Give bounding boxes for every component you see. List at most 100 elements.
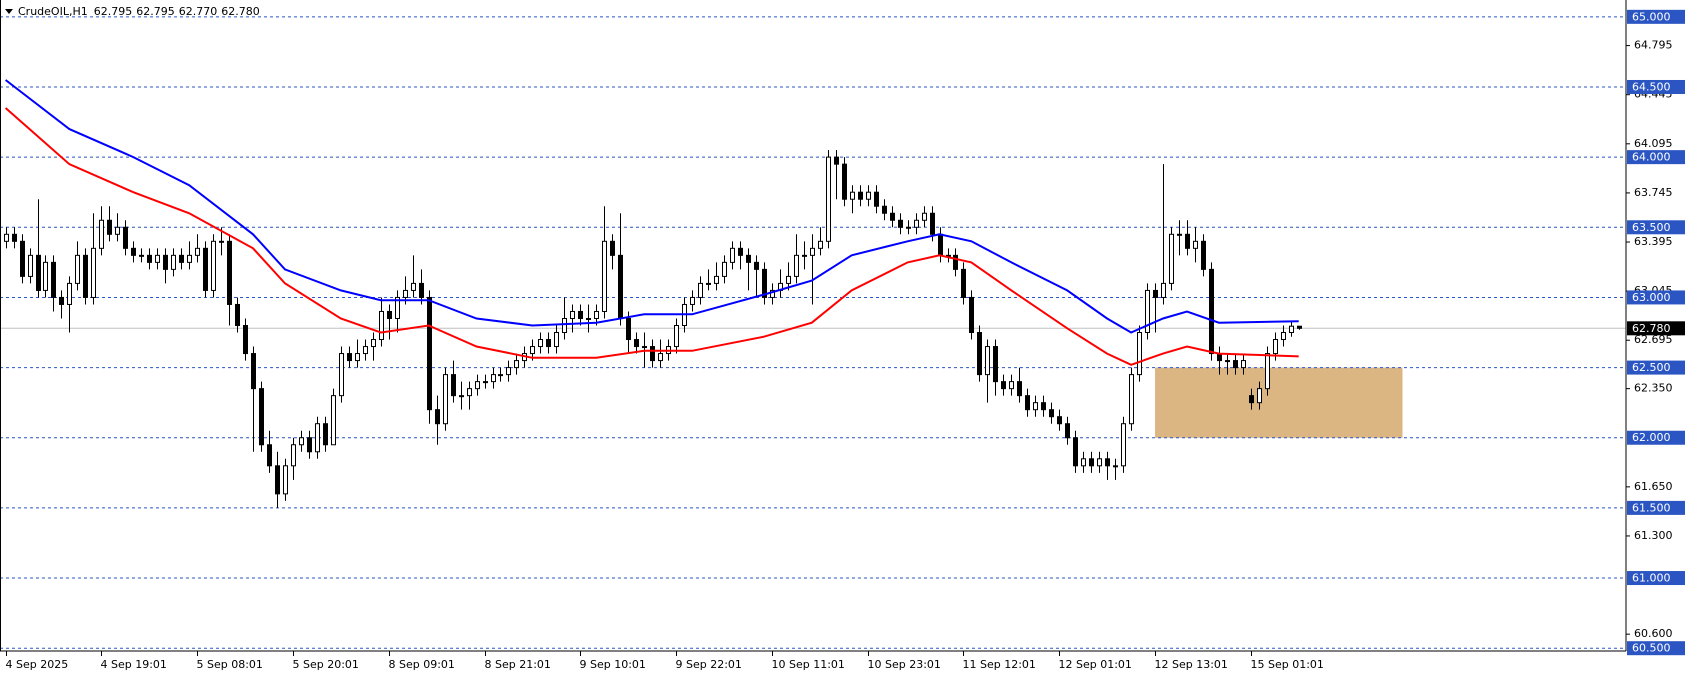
candle-body xyxy=(491,374,496,383)
header: CrudeOIL,H1 62.795 62.795 62.770 62.780 xyxy=(18,5,260,18)
candle-body xyxy=(674,325,679,348)
candle-body xyxy=(1233,360,1238,369)
candle-body xyxy=(1041,402,1046,411)
candle-body xyxy=(906,226,911,229)
candle-body xyxy=(1009,381,1014,390)
candle-body xyxy=(874,191,879,207)
candle-body xyxy=(985,346,990,376)
candle-body xyxy=(594,310,599,319)
candle-body xyxy=(794,254,799,277)
candle-body xyxy=(866,191,871,200)
x-tick-label: 10 Sep 11:01 xyxy=(772,658,845,671)
candle-body xyxy=(107,219,112,235)
candle-body xyxy=(387,310,392,319)
candle-body xyxy=(554,332,559,348)
candle-body xyxy=(1297,325,1302,329)
candle-body xyxy=(1209,268,1214,355)
y-tick-label: 64.795 xyxy=(1634,39,1673,52)
x-tick-label: 15 Sep 01:01 xyxy=(1251,658,1324,671)
candle-body xyxy=(1033,402,1038,411)
candle-body xyxy=(91,247,96,298)
candle-body xyxy=(475,381,480,390)
candle-body xyxy=(1049,409,1054,418)
candle-body xyxy=(99,219,104,249)
level-label: 65.000 xyxy=(1632,10,1671,23)
candle-body xyxy=(690,296,695,305)
candle-body xyxy=(203,247,208,291)
level-label-box xyxy=(1627,290,1685,305)
symbol: CrudeOIL,H1 xyxy=(18,5,88,18)
level-label: 62.500 xyxy=(1632,361,1671,374)
candle-body xyxy=(1249,395,1254,404)
header-close: 62.780 xyxy=(221,5,260,18)
candle-body xyxy=(938,233,943,256)
candle-body xyxy=(538,339,543,348)
candle-body xyxy=(634,339,639,348)
candle-body xyxy=(443,374,448,425)
candle-body xyxy=(219,240,224,243)
candle-body xyxy=(459,395,464,398)
candle-body xyxy=(243,325,248,355)
price-label: 62.780 xyxy=(1632,322,1671,335)
candle-body xyxy=(283,465,288,495)
candle-body xyxy=(1017,381,1022,397)
candle-body xyxy=(1105,458,1110,467)
y-tick-label: 60.600 xyxy=(1634,627,1673,640)
candle-body xyxy=(1057,416,1062,425)
candle-body xyxy=(730,247,735,263)
candle-body xyxy=(1001,381,1006,390)
candle-body xyxy=(179,254,184,263)
candle-body xyxy=(754,261,759,270)
candle-body xyxy=(714,275,719,284)
candle-body xyxy=(738,247,743,256)
candle-body xyxy=(427,296,432,411)
x-tick-label: 8 Sep 09:01 xyxy=(389,658,455,671)
candle-body xyxy=(315,423,320,453)
candle-body xyxy=(36,254,41,291)
candle-body xyxy=(586,317,591,320)
x-tick-label: 12 Sep 01:01 xyxy=(1059,658,1132,671)
zone xyxy=(1155,367,1403,438)
x-tick-label: 8 Sep 21:01 xyxy=(485,658,551,671)
candle-body xyxy=(28,254,33,277)
candle-body xyxy=(451,374,456,397)
candle-body xyxy=(211,240,216,291)
candle-body xyxy=(610,240,615,256)
candle-body xyxy=(1161,282,1166,298)
header-arrow xyxy=(5,9,13,14)
candle-body xyxy=(43,261,48,291)
candle-body xyxy=(379,310,384,341)
candle-body xyxy=(834,156,839,165)
level-label-box xyxy=(1627,150,1685,165)
candle-body xyxy=(1257,388,1262,404)
level-label: 61.000 xyxy=(1632,572,1671,585)
y-tick-label: 62.350 xyxy=(1634,382,1673,395)
candle-body xyxy=(1265,353,1270,390)
candle-body xyxy=(363,346,368,355)
candle-body xyxy=(514,360,519,369)
candle-body xyxy=(1153,289,1158,298)
candle-body xyxy=(1225,360,1230,363)
candle-body xyxy=(930,212,935,235)
candle-body xyxy=(993,346,998,383)
y-tick-label: 62.695 xyxy=(1634,333,1673,346)
candle-body xyxy=(347,353,352,362)
candle-body xyxy=(1289,325,1294,334)
candle-body xyxy=(1185,233,1190,249)
candle-body xyxy=(51,261,56,298)
candle-body xyxy=(275,465,280,495)
candle-body xyxy=(251,353,256,390)
candle-body xyxy=(115,226,120,235)
candle-body xyxy=(1129,374,1134,425)
candle-body xyxy=(307,437,312,453)
candle-body xyxy=(802,254,807,257)
candle-body xyxy=(546,339,551,348)
candle-body xyxy=(818,240,823,249)
candle-body xyxy=(1273,339,1278,355)
candle-body xyxy=(147,254,152,263)
candle-body xyxy=(1065,423,1070,439)
candle-body xyxy=(1169,233,1174,284)
candle-body xyxy=(786,275,791,284)
